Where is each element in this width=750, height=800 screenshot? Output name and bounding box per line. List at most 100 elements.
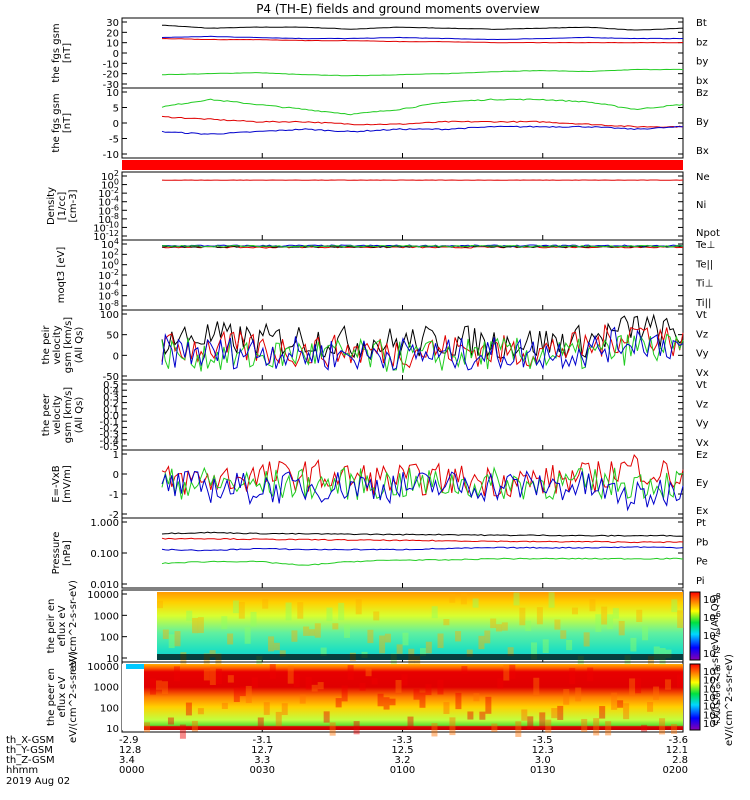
y-tick-label: 102 (101, 169, 119, 183)
orbit-value: -3.5 (533, 735, 553, 746)
series-By (161, 98, 684, 116)
colorbar-tick: 104 (703, 699, 721, 713)
legend-Vt: Vt (696, 380, 707, 391)
spectrogram-cell (185, 702, 192, 716)
orbit-value: 3.3 (254, 755, 270, 766)
spectrogram-cell (383, 697, 390, 710)
orbit-value: 12.7 (251, 745, 273, 756)
spectrogram-cell (373, 611, 380, 621)
spectrogram-cell (257, 717, 264, 727)
spectrogram-cell (431, 606, 438, 619)
y-tick-label: 10-8 (98, 299, 119, 313)
panel-ylabel: Density (46, 187, 57, 225)
spectrogram-cell (329, 722, 336, 736)
colorbar-tick: 106 (703, 681, 721, 695)
spectrogram-cell (647, 701, 654, 712)
panel-9: the peir en eflux eV eV/(cm^2-s-sr-eV) 1000… (46, 580, 721, 674)
panel-8: Pressure [nPa] 1.000 0.100 0.010 Pt Pb Pe Pi (51, 517, 708, 591)
spectrogram-cell (396, 644, 403, 654)
spectrogram-cell (262, 598, 269, 609)
y-tick-label: 0.2 (103, 399, 119, 410)
spectrogram-cell (209, 668, 216, 685)
spectrogram-cell (245, 685, 252, 704)
y-tick-label: 10-2 (98, 186, 119, 200)
spectrogram-cell (401, 674, 408, 686)
legend-Ni: Ni (696, 200, 706, 211)
spectrogram-cell (227, 675, 234, 683)
spectrogram-cell (513, 592, 520, 606)
spectrogram-cell (653, 686, 660, 700)
colorbar-tick: 107 (703, 673, 721, 687)
spectrogram-cell (542, 639, 549, 654)
colorbar-tick: 103 (703, 707, 721, 721)
legend-Bt: Bt (696, 18, 707, 29)
y-tick-label: 0 (113, 351, 119, 362)
spectrogram-cell (303, 626, 310, 636)
y-tick-label: 10 (106, 654, 119, 665)
y-tick-label: 0.010 (90, 580, 119, 591)
orbit-value: 3.4 (119, 755, 135, 766)
spectrogram-cell (420, 648, 426, 656)
panel-ylabel: eflux eV (57, 676, 68, 717)
orbit-value: 12.5 (391, 745, 413, 756)
spectrogram-cell (607, 614, 614, 630)
colorbar-tick: 108 (703, 592, 721, 606)
colorbar-tick: 102 (703, 646, 721, 660)
spectrogram-cell (623, 703, 630, 720)
panel-ylabel: Pressure (51, 532, 62, 575)
spectrogram-cell (162, 629, 169, 640)
spectrogram-cell (497, 678, 504, 689)
spectrogram-cell (601, 606, 608, 625)
spectrogram-cell (287, 665, 294, 684)
series-bz (161, 37, 684, 44)
spectrogram-cell (449, 593, 456, 603)
legend-Vz: Vz (696, 399, 708, 410)
legend-Pt: Pt (696, 518, 706, 529)
spectrogram-cell (335, 698, 342, 708)
spectrogram-cell (583, 632, 590, 647)
spectrogram-nodata (122, 664, 144, 730)
y-tick-label: 0.3 (103, 392, 119, 403)
y-tick-label: 10-4 (98, 195, 119, 209)
spectrogram-cell (460, 593, 467, 605)
y-tick-label: -10 (103, 150, 119, 161)
legend-by: by (696, 57, 708, 68)
spectrogram-cell (395, 679, 402, 693)
spectrogram-cell (389, 698, 396, 706)
spectrogram-cell (323, 711, 330, 723)
panel-ylabel: the peer (41, 393, 52, 436)
y-tick-label: 10-6 (98, 203, 119, 217)
colorbar-label: eV/(cm^2-s-sr-eV) (All Qs) (710, 594, 721, 726)
panel-ylabel: the peir en (46, 599, 57, 654)
spectrogram-cell (554, 619, 561, 630)
spectrogram-cell (466, 649, 473, 657)
y-tick-label: 5 (113, 104, 119, 115)
orbit-value: 0130 (530, 765, 555, 776)
panel-1: the fgs gsm [nT] 10 5 0 -5 -10 Bz By Bx (51, 87, 709, 161)
panel-3: Density [1/cc] [cm-3]10210010-210-410-610-… (46, 169, 720, 243)
spectrogram-cell (347, 665, 354, 680)
spectrogram-cell (519, 607, 526, 626)
orbit-value: 0100 (390, 765, 415, 776)
legend-Vz: Vz (696, 329, 708, 340)
y-tick-label: 10-4 (98, 278, 119, 292)
y-tick-label: 10000 (87, 590, 119, 601)
legend-Vy: Vy (696, 349, 709, 360)
series-Pb (161, 537, 684, 544)
spectrogram-cell (461, 666, 468, 674)
legend-Bx: Bx (696, 146, 709, 157)
spectrogram-cell (314, 623, 321, 638)
orbit-value: 3.0 (535, 755, 551, 766)
spectrogram-cell (308, 629, 315, 636)
spectrogram-cell (197, 617, 204, 634)
panel-frame (121, 449, 684, 519)
spectrogram-cell (161, 681, 168, 695)
spectrogram-cell (677, 674, 684, 688)
y-tick-label: 100 (100, 633, 119, 644)
spectrogram-cell (473, 693, 480, 702)
spectrogram-cell (617, 700, 624, 708)
spectrogram-cell (326, 607, 333, 622)
spectrogram-cell (377, 693, 384, 707)
spectrogram-cell (144, 722, 150, 733)
